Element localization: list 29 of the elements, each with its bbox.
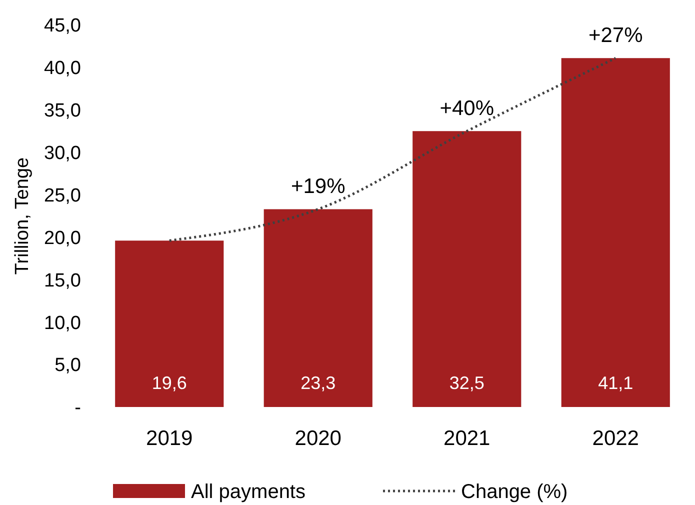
- y-tick-label: 10,0: [44, 312, 81, 334]
- data-label: 19,6: [152, 373, 187, 393]
- y-tick-label: 30,0: [44, 142, 81, 164]
- y-tick-label: 35,0: [44, 100, 81, 122]
- y-axis-title: Trillion, Tenge: [12, 157, 33, 275]
- bar: [264, 209, 372, 407]
- y-tick-label: 5,0: [54, 355, 81, 376]
- y-tick-label: 45,0: [44, 16, 81, 37]
- bar: [561, 58, 670, 407]
- annotation: +19%: [290, 175, 346, 198]
- x-tick-label: 2021: [444, 427, 490, 450]
- x-tick-label: 2020: [294, 427, 342, 450]
- annotation: +40%: [440, 97, 494, 120]
- line-series: [168, 56, 617, 242]
- x-tick-label: 2019: [146, 427, 193, 450]
- y-tick-label: 25,0: [44, 185, 81, 206]
- bar: [115, 240, 224, 407]
- data-label: 23,3: [300, 373, 336, 393]
- y-tick-label: 40,0: [44, 58, 81, 80]
- data-label: 41,1: [598, 373, 634, 393]
- bar: [412, 131, 522, 407]
- legend-label: All payments: [191, 481, 306, 503]
- x-tick-label: 2022: [592, 427, 639, 450]
- data-label: 32,5: [449, 373, 484, 393]
- legend-label: Change (%): [461, 481, 568, 503]
- annotation: +27%: [588, 24, 643, 48]
- y-tick-label: 15,0: [44, 270, 81, 292]
- y-tick-label: -: [74, 398, 81, 419]
- y-tick-label: 20,0: [44, 228, 81, 249]
